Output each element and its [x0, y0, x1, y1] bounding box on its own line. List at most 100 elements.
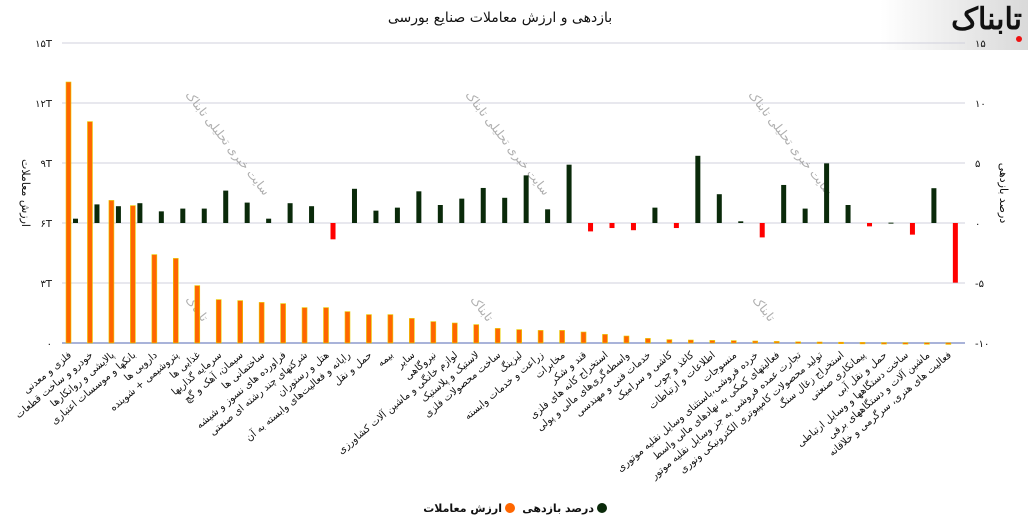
value-bar: [387, 314, 394, 344]
value-bar: [709, 340, 716, 344]
value-bar: [151, 254, 158, 344]
return-bar: [94, 204, 100, 223]
value-bar: [795, 341, 801, 344]
value-bar: [559, 330, 565, 344]
category-label: بیمه: [376, 350, 396, 369]
watermark-text: سایت خبری تحلیلی تابناک: [745, 88, 836, 198]
return-bar: [115, 206, 121, 223]
return-bar: [673, 223, 679, 229]
value-bar: [173, 258, 179, 344]
value-bar: [945, 342, 952, 345]
value-bar: [666, 339, 673, 344]
left-tick-label: ۰: [47, 339, 52, 350]
return-bar: [309, 206, 315, 223]
return-bar: [158, 211, 164, 223]
watermark-text: تابناک: [468, 293, 496, 324]
return-bar: [695, 155, 701, 223]
return-bar: [588, 223, 594, 232]
watermark-text: سایت خبری تحلیلی تابناک: [462, 88, 553, 198]
watermark-text: سایت خبری تحلیلی تابناک: [182, 88, 273, 198]
return-bar: [824, 163, 830, 223]
value-bar: [237, 300, 243, 344]
value-bar: [645, 338, 651, 344]
logo-dot-icon: [1016, 36, 1022, 42]
value-bar: [409, 318, 415, 344]
return-bar: [137, 203, 143, 223]
left-tick-label: ۱۵T: [35, 39, 53, 50]
return-bar: [180, 208, 186, 223]
value-bar: [280, 303, 286, 344]
value-bar: [838, 341, 844, 345]
value-bar: [602, 334, 608, 344]
left-tick-label: ۳T: [41, 279, 53, 290]
value-bar: [366, 314, 372, 344]
return-bar: [73, 218, 78, 223]
value-bar: [773, 341, 780, 344]
return-bar: [867, 223, 873, 227]
value-bar: [451, 322, 458, 344]
left-tick-label: ۶T: [41, 219, 53, 230]
watermark-text: تابناک: [750, 293, 778, 324]
return-bar: [351, 188, 357, 223]
tabnak-logo: تابناک: [951, 2, 1022, 37]
return-bar: [523, 175, 529, 223]
legend-value-label: ارزش معاملات: [423, 502, 502, 515]
value-bar: [688, 339, 694, 344]
return-bar: [738, 221, 744, 223]
return-bar: [223, 190, 229, 223]
return-bar: [630, 223, 636, 231]
value-bar: [473, 324, 480, 344]
return-bar: [566, 164, 572, 223]
value-bar: [494, 328, 501, 344]
value-bar: [623, 335, 630, 344]
return-bar: [244, 202, 250, 223]
return-bar: [609, 223, 615, 229]
left-tick-label: ۱۲T: [35, 99, 53, 110]
return-bar: [545, 209, 551, 223]
value-bar: [752, 340, 759, 344]
return-bar: [416, 191, 422, 223]
legend-return-marker: [597, 503, 607, 513]
value-bar: [730, 340, 737, 344]
return-bar: [759, 223, 765, 238]
return-bar: [781, 184, 787, 223]
right-tick-label: ۱۵: [975, 39, 986, 50]
value-bar: [516, 329, 522, 344]
right-tick-label: ۵: [975, 159, 980, 170]
header-banner: تابناک: [880, 0, 1028, 50]
value-bar: [194, 285, 201, 344]
return-bar: [330, 223, 336, 240]
value-bar: [215, 299, 222, 344]
value-bar: [65, 81, 72, 344]
return-bar: [394, 207, 400, 223]
value-bar: [344, 311, 351, 344]
return-bar: [888, 222, 894, 224]
return-bar: [373, 210, 379, 223]
value-bar: [87, 121, 93, 344]
right-tick-label: -۱۰: [975, 339, 989, 350]
value-bar: [859, 342, 866, 345]
left-axis-label: ارزش معاملات: [19, 159, 32, 227]
value-bar: [108, 200, 115, 344]
return-bar: [266, 218, 272, 223]
value-bar: [301, 307, 308, 344]
value-bar: [580, 331, 587, 344]
right-tick-label: -۵: [975, 279, 984, 290]
value-bar: [902, 342, 909, 345]
chart-title: بازدهی و ارزش معاملات صنایع بورسی: [388, 10, 612, 26]
return-bar: [845, 205, 851, 223]
value-bar: [430, 321, 437, 344]
return-bar: [287, 203, 293, 223]
value-bar: [924, 342, 930, 345]
return-bar: [802, 208, 808, 223]
return-bar: [909, 223, 915, 235]
return-bar: [480, 187, 486, 223]
left-tick-label: ۹T: [41, 159, 53, 170]
return-bar: [716, 194, 722, 223]
return-bar: [437, 205, 443, 223]
legend: درصد بازدهی ارزش معاملات: [423, 502, 607, 515]
value-bar: [881, 342, 887, 345]
return-bar: [952, 223, 958, 283]
value-bar: [323, 307, 329, 344]
